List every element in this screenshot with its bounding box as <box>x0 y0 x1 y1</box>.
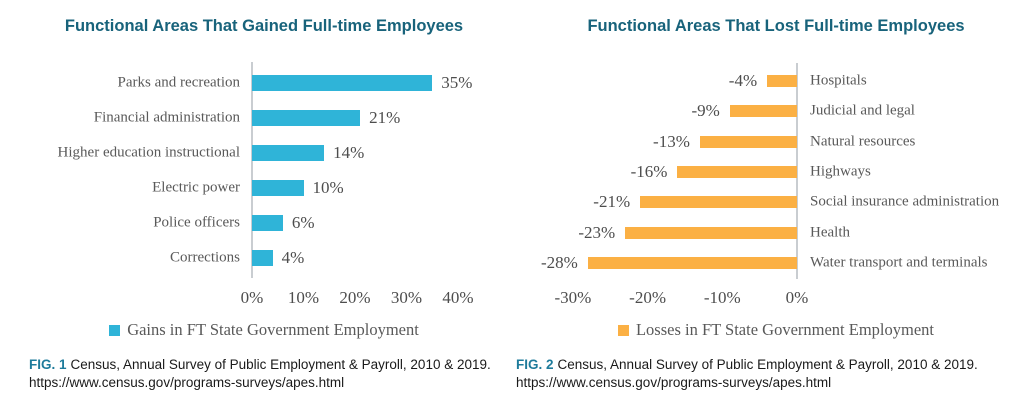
plot-area: 35% Parks and recreation 21% Financial admi… <box>0 62 512 278</box>
chart-title: Functional Areas That Lost Full-time Emp… <box>587 17 965 35</box>
bar-row: 35% Parks and recreation <box>0 65 512 100</box>
category-label: Health <box>810 224 850 241</box>
category-label: Judicial and legal <box>810 102 915 119</box>
bar-row: 6% Police officers <box>0 205 512 240</box>
gains-chart: Functional Areas That Gained Full-time E… <box>0 17 512 392</box>
category-label: Electric power <box>152 179 240 195</box>
x-axis-tick: 0% <box>240 288 264 307</box>
value-label: 10% <box>312 177 344 197</box>
bar <box>252 74 433 91</box>
category-label: Natural resources <box>810 133 916 150</box>
value-label: -28% <box>541 252 578 272</box>
figure-number: FIG. 2 <box>516 357 554 372</box>
plot-area: -4% Hospitals -9% Judicial and legal -13% Nat… <box>512 63 1024 279</box>
caption-url: https://www.census.gov/programs-surveys/… <box>516 375 832 391</box>
x-axis: -30% -20% -10% 0% <box>512 288 1024 310</box>
bar <box>677 166 797 179</box>
value-label: -21% <box>593 192 631 212</box>
y-axis-line <box>251 62 253 278</box>
caption-url: https://www.census.gov/programs-surveys/… <box>29 375 345 391</box>
bar-row: 10% Electric power <box>0 170 512 205</box>
category-label: Hospitals <box>810 72 867 89</box>
legend-label: Losses in FT State Government Employment <box>635 320 935 339</box>
value-label: 21% <box>369 107 401 127</box>
category-label: Water transport and terminals <box>810 254 988 271</box>
bar-row: -16% Highways <box>512 157 1024 187</box>
bar <box>767 75 797 88</box>
category-label: Financial administration <box>93 109 240 125</box>
y-axis-line <box>796 63 798 279</box>
bars-area: -4% Hospitals -9% Judicial and legal -13% Nat… <box>512 66 1024 278</box>
bar-row: 21% Financial administration <box>0 100 512 135</box>
bar <box>625 226 797 239</box>
x-axis-tick: -30% <box>554 288 592 307</box>
bar-row: -13% Natural resources <box>512 127 1024 157</box>
bar <box>252 179 304 196</box>
value-label: 14% <box>333 142 365 162</box>
bar-row: 4% Corrections <box>0 240 512 275</box>
chart-title: Functional Areas That Gained Full-time E… <box>64 17 464 35</box>
legend: Losses in FT State Government Employment <box>528 320 1024 339</box>
value-label: -16% <box>630 162 668 182</box>
category-label: Highways <box>810 163 871 180</box>
figure-caption: FIG. 2 Census, Annual Survey of Public Em… <box>516 356 996 392</box>
x-axis-tick: 10% <box>287 288 320 307</box>
x-axis-tick: -20% <box>629 288 667 307</box>
value-label: -9% <box>691 101 720 121</box>
x-axis-tick: 20% <box>339 288 371 307</box>
category-label: Police officers <box>153 214 240 230</box>
bar <box>252 144 325 161</box>
value-label: -13% <box>653 131 690 151</box>
value-label: -4% <box>728 71 758 91</box>
x-axis-tick: 0% <box>785 288 809 307</box>
x-axis-tick: 40% <box>442 288 474 307</box>
x-axis-tick: -10% <box>703 288 741 307</box>
bar <box>699 135 797 148</box>
value-label: 4% <box>281 247 305 267</box>
bar-row: 14% Higher education instructional <box>0 135 512 170</box>
legend: Gains in FT State Government Employment <box>16 320 512 339</box>
bar <box>252 214 283 231</box>
category-label: Parks and recreation <box>117 74 240 90</box>
caption-text: Census, Annual Survey of Public Employme… <box>70 357 491 372</box>
x-axis: 0% 10% 20% 30% 40% <box>0 288 512 310</box>
category-label: Corrections <box>170 249 240 265</box>
figure-number: FIG. 1 <box>29 357 67 372</box>
figure-caption: FIG. 1 Census, Annual Survey of Public Em… <box>29 356 509 392</box>
bar <box>252 249 273 266</box>
bar-row: -23% Health <box>512 217 1024 247</box>
bar-row: -21% Social insurance administration <box>512 187 1024 217</box>
legend-swatch-icon <box>617 324 629 336</box>
bar <box>640 196 797 209</box>
value-label: 35% <box>441 72 473 92</box>
bar-row: -9% Judicial and legal <box>512 96 1024 126</box>
x-axis-tick: 30% <box>390 288 423 307</box>
caption-text: Census, Annual Survey of Public Employme… <box>557 357 978 372</box>
category-label: Higher education instructional <box>57 144 240 160</box>
value-label: 6% <box>291 212 315 232</box>
bar <box>729 105 797 118</box>
losses-chart: Functional Areas That Lost Full-time Emp… <box>512 0 1024 412</box>
category-label: Social insurance administration <box>810 193 1000 210</box>
bar <box>587 256 797 269</box>
bar <box>252 109 361 126</box>
bars-area: 35% Parks and recreation 21% Financial admi… <box>0 65 512 275</box>
bar-row: -4% Hospitals <box>512 66 1024 96</box>
bar-row: -28% Water transport and terminals <box>512 248 1024 278</box>
value-label: -23% <box>578 222 616 242</box>
legend-swatch-icon <box>109 324 121 336</box>
legend-label: Gains in FT State Government Employment <box>127 320 419 339</box>
